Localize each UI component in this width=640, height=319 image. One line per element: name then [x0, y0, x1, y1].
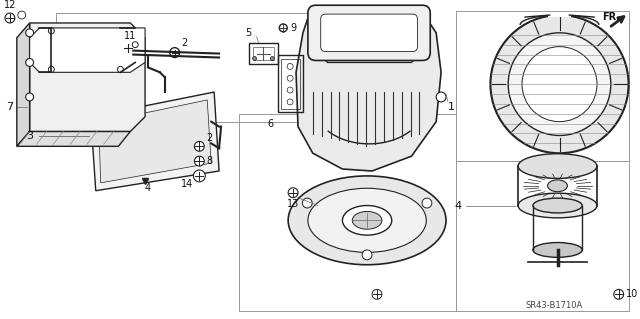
- Circle shape: [287, 87, 293, 93]
- Bar: [239, 114, 456, 311]
- Ellipse shape: [533, 198, 582, 213]
- Circle shape: [279, 24, 287, 32]
- Circle shape: [118, 66, 124, 72]
- Polygon shape: [17, 23, 29, 146]
- Circle shape: [26, 58, 33, 66]
- Polygon shape: [29, 23, 145, 131]
- Circle shape: [614, 289, 623, 299]
- Circle shape: [170, 48, 180, 57]
- Circle shape: [362, 250, 372, 260]
- Circle shape: [18, 11, 26, 19]
- Circle shape: [195, 156, 204, 166]
- Polygon shape: [29, 28, 145, 72]
- Bar: [278, 55, 303, 112]
- Circle shape: [287, 75, 293, 81]
- Circle shape: [436, 92, 446, 102]
- Ellipse shape: [340, 33, 397, 47]
- Text: 8: 8: [206, 156, 212, 166]
- Circle shape: [287, 63, 293, 69]
- Circle shape: [302, 198, 312, 208]
- Text: SR43-B1710A: SR43-B1710A: [526, 301, 583, 310]
- Text: 2: 2: [206, 133, 212, 144]
- Ellipse shape: [548, 180, 568, 192]
- Text: 11: 11: [124, 31, 136, 41]
- Text: 13: 13: [287, 198, 300, 209]
- Bar: [249, 43, 278, 64]
- Bar: [56, 13, 317, 122]
- FancyBboxPatch shape: [321, 14, 417, 52]
- FancyBboxPatch shape: [308, 5, 430, 61]
- Text: 5: 5: [246, 28, 252, 38]
- Text: 10: 10: [626, 289, 638, 299]
- Text: 2: 2: [181, 38, 188, 48]
- Circle shape: [270, 56, 275, 61]
- Polygon shape: [296, 18, 441, 171]
- Text: 6: 6: [268, 119, 273, 129]
- Text: 1: 1: [447, 102, 454, 112]
- Text: 3: 3: [26, 131, 33, 141]
- Ellipse shape: [342, 205, 392, 235]
- Ellipse shape: [288, 176, 446, 265]
- Circle shape: [522, 47, 597, 122]
- Circle shape: [26, 29, 33, 37]
- Ellipse shape: [352, 211, 382, 229]
- Ellipse shape: [518, 154, 597, 178]
- Circle shape: [195, 141, 204, 151]
- Circle shape: [26, 93, 33, 101]
- Ellipse shape: [518, 193, 597, 218]
- Bar: [456, 11, 628, 161]
- Circle shape: [422, 198, 432, 208]
- Text: 14: 14: [181, 179, 194, 189]
- Circle shape: [288, 188, 298, 198]
- Circle shape: [49, 66, 54, 72]
- Text: 7: 7: [6, 102, 13, 112]
- Text: 4: 4: [454, 201, 461, 211]
- Circle shape: [122, 42, 134, 54]
- Text: 12: 12: [4, 0, 16, 10]
- Circle shape: [372, 289, 382, 299]
- Ellipse shape: [308, 188, 426, 252]
- Ellipse shape: [533, 242, 582, 257]
- Ellipse shape: [333, 29, 404, 51]
- Polygon shape: [91, 92, 219, 191]
- Circle shape: [490, 15, 628, 153]
- Circle shape: [193, 170, 205, 182]
- Text: FR.: FR.: [602, 12, 620, 22]
- Bar: [253, 47, 275, 61]
- Polygon shape: [17, 131, 131, 146]
- Bar: [456, 161, 628, 311]
- Circle shape: [287, 99, 293, 105]
- Polygon shape: [323, 18, 417, 63]
- Circle shape: [132, 42, 138, 48]
- Text: 9: 9: [290, 23, 296, 33]
- Circle shape: [508, 33, 611, 136]
- Bar: [281, 59, 300, 109]
- Circle shape: [5, 13, 15, 23]
- Circle shape: [49, 28, 54, 34]
- Polygon shape: [99, 100, 211, 183]
- Circle shape: [253, 56, 257, 61]
- Text: 4: 4: [145, 183, 151, 193]
